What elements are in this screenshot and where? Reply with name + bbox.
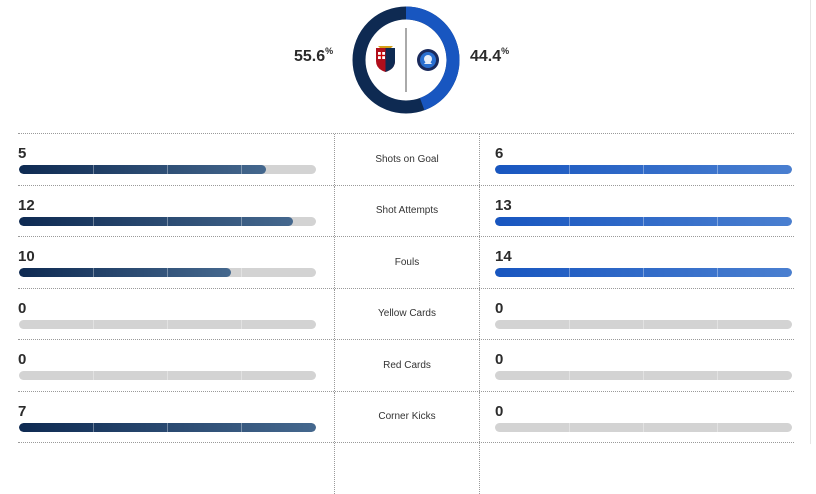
home-stat-value: 10 xyxy=(18,248,35,265)
away-stat-bar-fill xyxy=(495,216,792,226)
bar-segment-divider xyxy=(167,165,168,174)
bar-segment-divider xyxy=(643,216,644,226)
bar-segment-divider xyxy=(241,268,242,277)
away-stat-bar xyxy=(495,268,792,277)
bar-segment-divider xyxy=(167,422,168,432)
home-stat-bar xyxy=(19,268,316,277)
genoa-crest-icon xyxy=(376,46,395,72)
bar-segment-divider xyxy=(93,165,94,174)
bar-segment-divider xyxy=(93,422,94,432)
bar-segment-divider xyxy=(569,319,570,329)
home-stat-value: 12 xyxy=(18,196,35,214)
away-stat-value: 6 xyxy=(495,145,504,162)
bar-segment-divider xyxy=(717,165,718,174)
bar-segment-divider xyxy=(569,216,570,226)
stat-row: 10 Fouls 14 xyxy=(18,236,794,288)
away-stat-value: 0 xyxy=(495,402,504,420)
bar-segment-divider xyxy=(167,268,168,277)
stat-label: Shots on Goal xyxy=(334,134,480,185)
away-stat-value: 14 xyxy=(495,248,512,265)
home-stat-bar-fill xyxy=(19,422,316,432)
bar-segment-divider xyxy=(717,216,718,226)
home-stat-value: 7 xyxy=(18,402,27,420)
away-stat-bar-fill xyxy=(495,165,792,174)
right-border xyxy=(810,0,811,444)
stat-label xyxy=(334,443,480,494)
home-stat-bar-fill xyxy=(19,216,294,226)
stat-row: 5 Shots on Goal 6 xyxy=(18,133,794,185)
away-stat-bar xyxy=(495,216,792,226)
bar-segment-divider xyxy=(167,371,168,380)
home-possession-value: 55.6% xyxy=(294,46,334,65)
stat-row: 12 Shot Attempts 13 xyxy=(18,184,794,236)
stat-row: 0 Red Cards 0 xyxy=(18,339,794,391)
home-stat-bar xyxy=(19,371,316,380)
bar-segment-divider xyxy=(93,216,94,226)
bar-segment-divider xyxy=(93,371,94,380)
bar-segment-divider xyxy=(643,422,644,432)
bar-segment-divider xyxy=(167,216,168,226)
away-stat-bar xyxy=(495,319,792,329)
bar-segment-divider xyxy=(167,319,168,329)
away-stat-bar xyxy=(495,165,792,174)
stat-row: 0 Yellow Cards 0 xyxy=(18,287,794,339)
bar-segment-divider xyxy=(717,319,718,329)
possession-chart: 55.6% 44.4% xyxy=(0,0,816,120)
bar-segment-divider xyxy=(241,371,242,380)
atalanta-crest-icon xyxy=(417,49,439,71)
bar-segment-divider xyxy=(93,319,94,329)
bar-segment-divider xyxy=(569,268,570,277)
stat-row: 7 Corner Kicks 0 xyxy=(18,390,794,442)
possession-donut xyxy=(352,6,460,114)
home-stat-bar xyxy=(19,422,316,432)
bar-segment-divider xyxy=(717,422,718,432)
bar-segment-divider xyxy=(569,422,570,432)
stat-label: Red Cards xyxy=(334,340,480,391)
stat-label: Shot Attempts xyxy=(334,185,480,236)
away-stat-bar xyxy=(495,371,792,380)
bar-segment-divider xyxy=(643,165,644,174)
away-stat-value: 0 xyxy=(495,351,504,368)
bar-segment-divider xyxy=(643,268,644,277)
stat-label: Fouls xyxy=(334,237,480,288)
bar-segment-divider xyxy=(717,268,718,277)
home-stat-bar-fill xyxy=(19,268,232,277)
bar-segment-divider xyxy=(93,268,94,277)
bar-segment-divider xyxy=(241,319,242,329)
bar-segment-divider xyxy=(569,371,570,380)
bar-segment-divider xyxy=(569,165,570,174)
home-stat-bar xyxy=(19,165,316,174)
away-possession-arc xyxy=(405,6,460,111)
stats-table: 5 Shots on Goal 6 12 Shot Attempts 13 10 Fouls 1… xyxy=(18,133,794,494)
home-stat-value: 0 xyxy=(18,351,27,368)
bar-segment-divider xyxy=(643,371,644,380)
home-stat-bar xyxy=(19,216,316,226)
bar-segment-divider xyxy=(717,371,718,380)
away-stat-value: 0 xyxy=(495,299,504,317)
bar-segment-divider xyxy=(241,422,242,432)
home-stat-value: 5 xyxy=(18,145,27,162)
away-stat-bar xyxy=(495,422,792,432)
away-stat-bar-fill xyxy=(495,268,792,277)
bar-segment-divider xyxy=(241,216,242,226)
away-stat-value: 13 xyxy=(495,196,512,214)
stat-label: Yellow Cards xyxy=(334,288,480,339)
stat-row xyxy=(18,442,794,494)
home-stat-value: 0 xyxy=(18,299,27,317)
bar-segment-divider xyxy=(643,319,644,329)
home-stat-bar xyxy=(19,319,316,329)
away-possession-value: 44.4% xyxy=(470,46,510,65)
bar-segment-divider xyxy=(241,165,242,174)
stat-label: Corner Kicks xyxy=(334,391,480,442)
home-stat-bar-fill xyxy=(19,165,266,174)
